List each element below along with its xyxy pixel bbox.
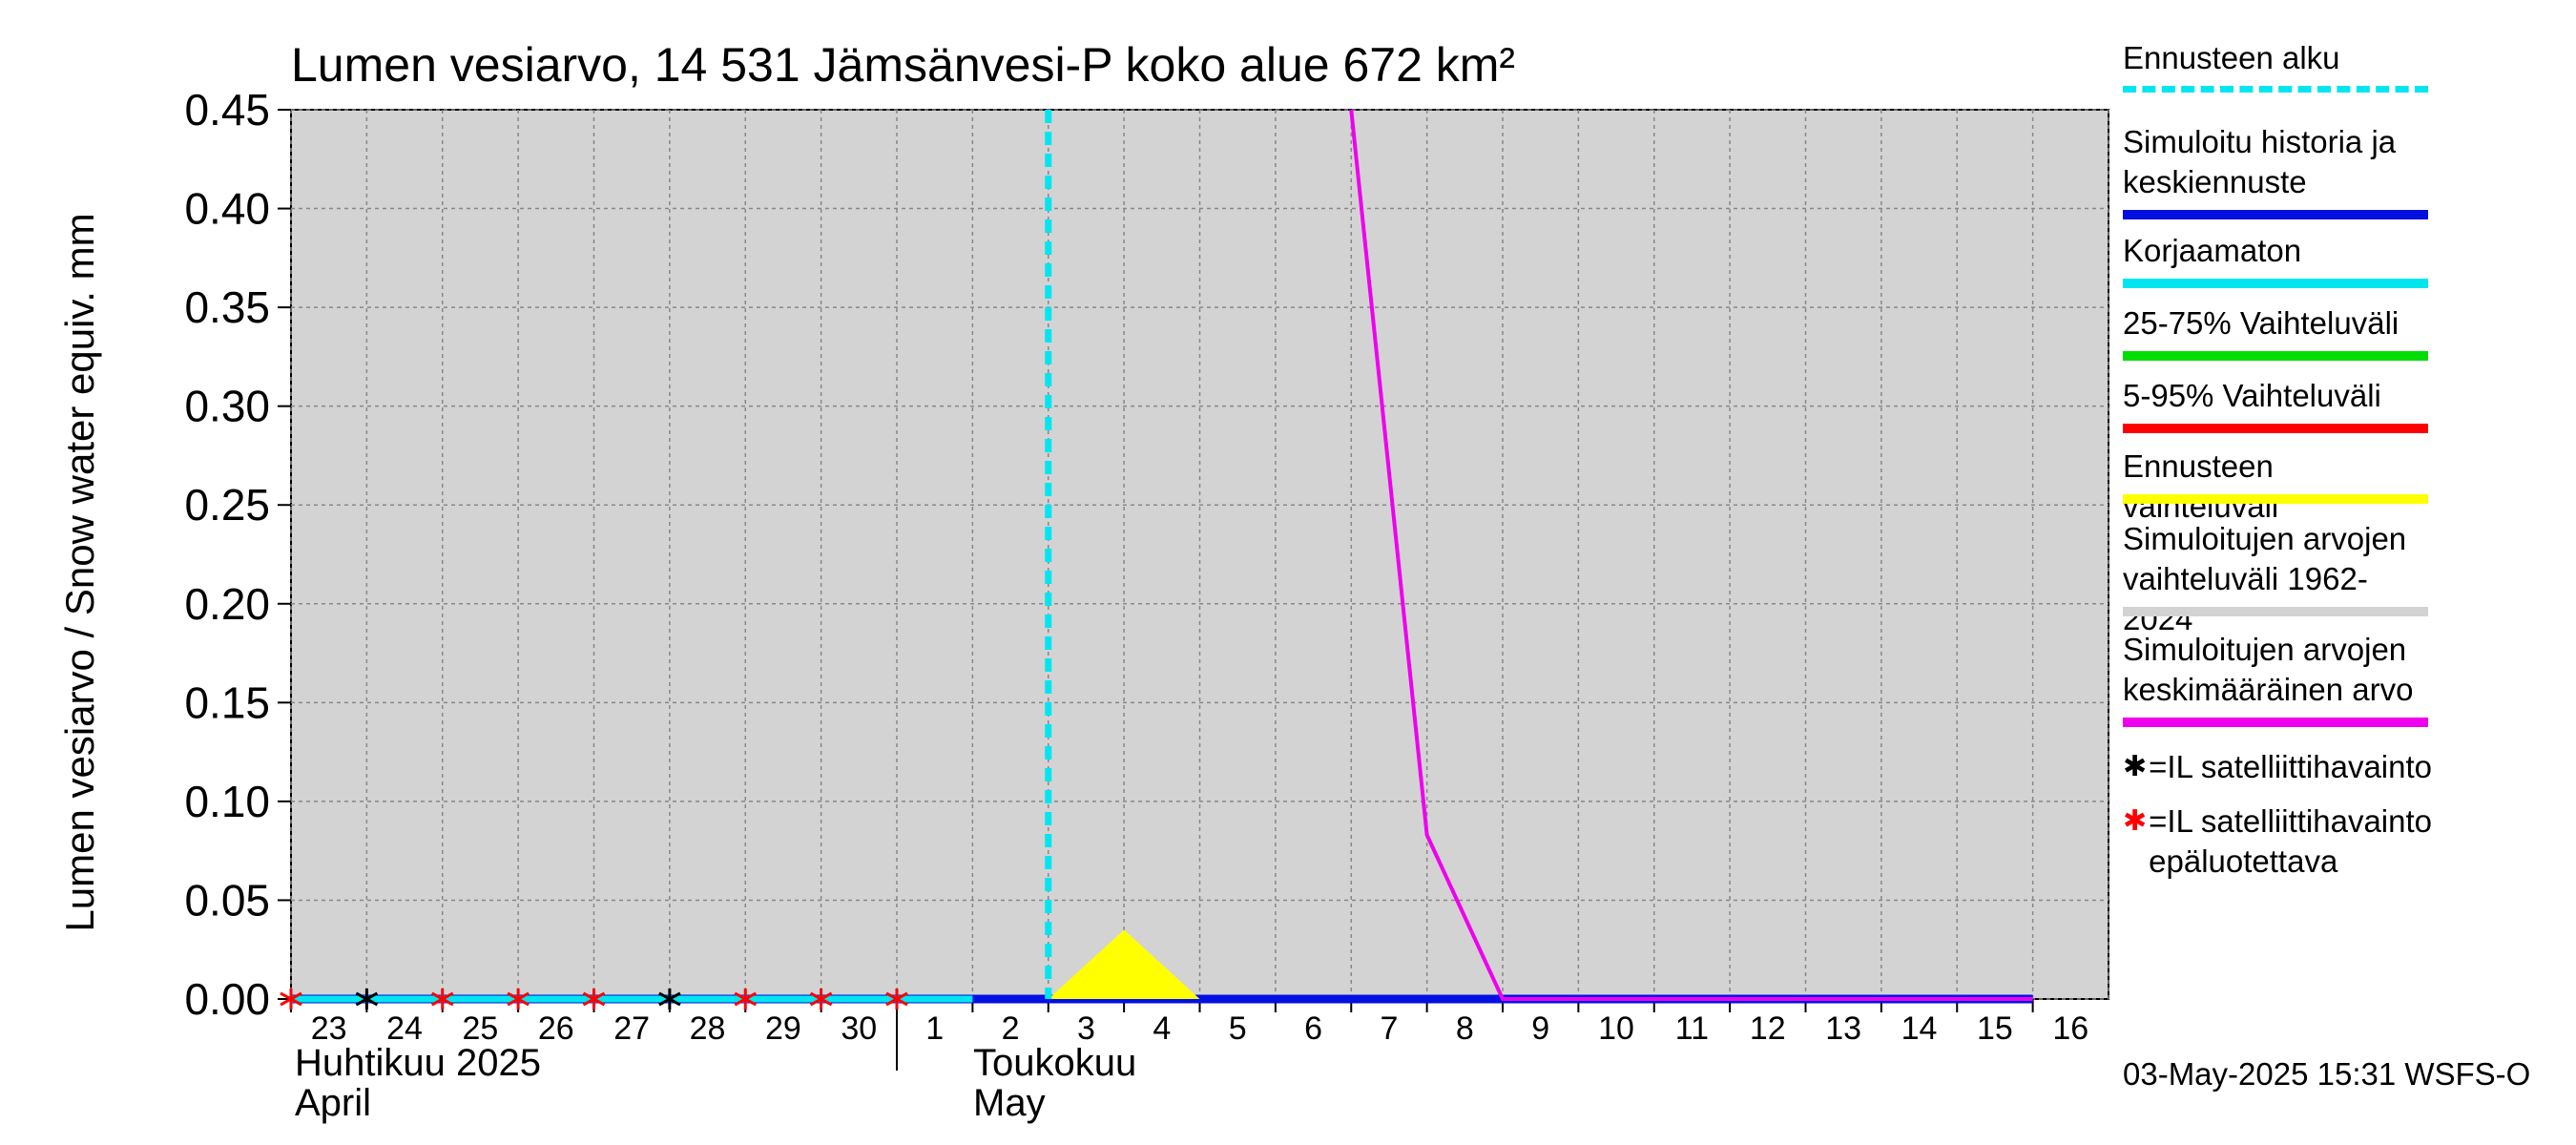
x-axis: 23 24 25 26 27 28 29 30 1 2 3 4 5 6 7 8 9 10 11 12 13 14 15 16H…	[290, 999, 2088, 1124]
y-tick-label: 0.20	[184, 579, 270, 629]
y-axis-label: Lumen vesiarvo / Snow water equiv. mm	[57, 213, 102, 931]
legend-label: Ennusteen vaihteluväli	[2123, 448, 2279, 524]
y-tick-label: 0.15	[184, 677, 270, 727]
x-tick-label: 3	[1077, 1010, 1095, 1047]
x-tick-label: 23	[311, 1010, 347, 1047]
legend-item: ✱ =IL satelliittihavainto epäluotettava	[2123, 802, 2438, 882]
x-tick-label: 16	[2052, 1010, 2088, 1047]
x-tick-label: 13	[1825, 1010, 1861, 1047]
asterisk-icon: ✱	[2123, 751, 2148, 782]
marker-stroke	[280, 991, 302, 1007]
legend-label: Ennusteen alku	[2123, 40, 2340, 75]
x-tick-label: 5	[1229, 1010, 1247, 1047]
month-label-en: April	[295, 1082, 371, 1124]
satellite-obs-unreliable-marker	[431, 989, 454, 1010]
x-tick-label: 1	[925, 1010, 944, 1047]
y-tick-label: 0.05	[184, 875, 270, 925]
x-tick-label: 29	[765, 1010, 801, 1047]
asterisk-icon: ✱	[2123, 805, 2148, 837]
legend-label: Simuloitujen arvojen vaihteluväli 1962-2…	[2123, 521, 2407, 636]
legend-swatch	[2123, 86, 2428, 93]
marker-stroke	[355, 991, 379, 1007]
marker-stroke	[507, 991, 530, 1007]
legend-item: Ennusteen alku	[2123, 38, 2438, 93]
x-tick-label: 9	[1531, 1010, 1549, 1047]
legend-swatch	[2123, 607, 2428, 616]
legend-item: Simuloitu historia ja keskiennuste	[2123, 122, 2438, 219]
legend-label: =IL satelliittihavainto epäluotettava	[2149, 803, 2433, 879]
satellite-observations	[280, 989, 908, 1010]
legend-label: 25-75% Vaihteluväli	[2123, 305, 2399, 341]
marker-stroke	[582, 991, 606, 1007]
y-tick-label: 0.30	[184, 382, 270, 431]
legend-label: Korjaamaton	[2123, 233, 2302, 268]
legend-item: Ennusteen vaihteluväli	[2123, 447, 2438, 527]
legend-swatch	[2123, 351, 2428, 361]
month-label-en: May	[973, 1082, 1046, 1124]
legend-swatch	[2123, 279, 2428, 288]
series-forecast-range-area	[1048, 929, 1200, 999]
x-tick-label: 28	[690, 1010, 726, 1047]
x-tick-label: 8	[1456, 1010, 1474, 1047]
legend-item: 25-75% Vaihteluväli	[2123, 303, 2438, 361]
month-label: Huhtikuu 2025	[295, 1042, 541, 1084]
grid	[290, 109, 2109, 1000]
legend-swatch	[2123, 718, 2428, 727]
legend-swatch	[2123, 424, 2428, 433]
legend-label: 5-95% Vaihteluväli	[2123, 378, 2381, 413]
legend-item: ✱ =IL satelliittihavainto	[2123, 747, 2438, 787]
legend-label: =IL satelliittihavainto	[2149, 749, 2433, 784]
legend-label: Simuloitu historia ja keskiennuste	[2123, 124, 2397, 199]
timestamp: 03-May-2025 15:31 WSFS-O	[2123, 1056, 2531, 1092]
x-tick-label: 11	[1675, 1010, 1709, 1047]
satellite-obs-unreliable-marker	[280, 989, 302, 1010]
y-axis: 0.00 0.05 0.10 0.15 0.20 0.25 0.30 0.35 0.40 0.45	[184, 85, 291, 1024]
legend-item: 5-95% Vaihteluväli	[2123, 376, 2438, 433]
legend-label: Simuloitujen arvojen keskimääräinen arvo	[2123, 632, 2414, 707]
x-tick-label: 27	[613, 1010, 650, 1047]
legend-swatch	[2123, 210, 2428, 219]
satellite-obs-marker	[658, 989, 681, 1010]
satellite-obs-unreliable-marker	[734, 989, 757, 1010]
y-tick-label: 0.40	[184, 184, 270, 234]
satellite-obs-marker	[355, 989, 379, 1010]
legend-item: Simuloitujen arvojen keskimääräinen arvo	[2123, 630, 2438, 727]
series-historical-mean-line	[1349, 109, 2033, 1001]
x-tick-label: 6	[1304, 1010, 1322, 1047]
marker-stroke	[809, 991, 833, 1007]
satellite-obs-unreliable-marker	[885, 989, 908, 1010]
x-tick-label: 14	[1901, 1010, 1938, 1047]
y-tick-label: 0.00	[184, 974, 270, 1024]
legend-item: Simuloitujen arvojen vaihteluväli 1962-2…	[2123, 519, 2438, 639]
marker-stroke	[658, 991, 681, 1007]
month-label: Toukokuu	[973, 1042, 1136, 1084]
x-tick-label: 10	[1598, 1010, 1634, 1047]
series-layer	[291, 109, 2033, 1004]
y-tick-label: 0.45	[184, 85, 270, 135]
x-tick-label: 24	[386, 1010, 423, 1047]
legend-item: Korjaamaton	[2123, 231, 2438, 288]
x-tick-label: 4	[1153, 1010, 1171, 1047]
x-tick-label: 25	[463, 1010, 499, 1047]
legend-swatch	[2123, 494, 2428, 504]
marker-stroke	[885, 991, 908, 1007]
x-tick-label: 15	[1977, 1010, 2013, 1047]
marker-stroke	[431, 991, 454, 1007]
x-tick-label: 12	[1750, 1010, 1786, 1047]
marker-stroke	[734, 991, 757, 1007]
satellite-obs-unreliable-marker	[809, 989, 833, 1010]
satellite-obs-unreliable-marker	[507, 989, 530, 1010]
y-tick-label: 0.25	[184, 480, 270, 530]
y-tick-label: 0.10	[184, 777, 270, 826]
x-tick-label: 7	[1380, 1010, 1398, 1047]
x-tick-label: 2	[1002, 1010, 1020, 1047]
x-tick-label: 30	[841, 1010, 877, 1047]
y-tick-label: 0.35	[184, 282, 270, 332]
chart-title: Lumen vesiarvo, 14 531 Jämsänvesi-P koko…	[291, 38, 1515, 92]
x-tick-label: 26	[538, 1010, 574, 1047]
satellite-obs-unreliable-marker	[582, 989, 606, 1010]
